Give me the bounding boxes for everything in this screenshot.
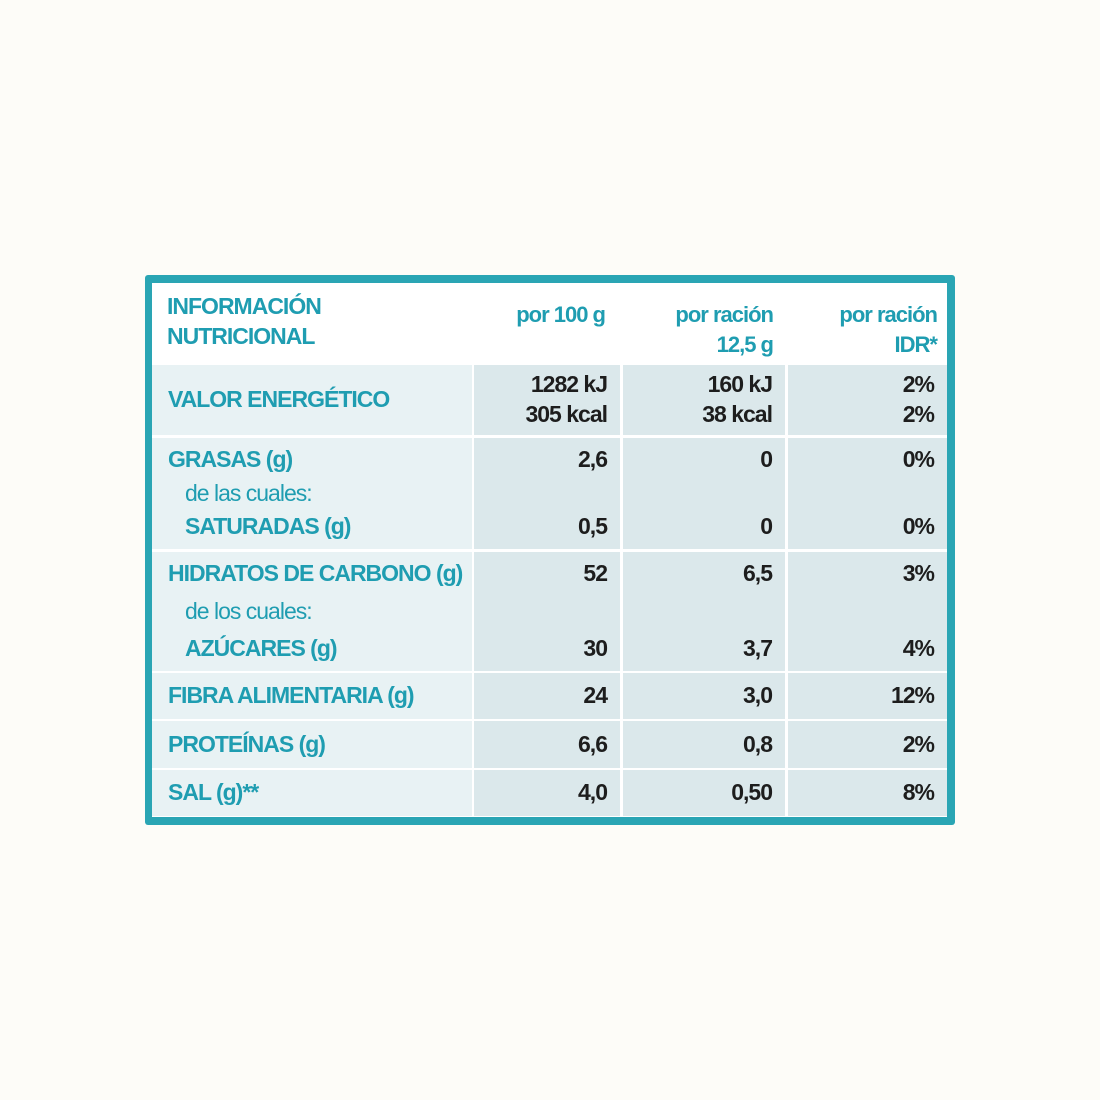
value: 0%	[902, 446, 935, 472]
label-cell: HIDRATOS DE CARBONO (g) de los cuales: AZÚ…	[152, 552, 472, 671]
value: 0	[760, 446, 773, 472]
value: 160 kJ	[707, 371, 773, 397]
row-label: HIDRATOS DE CARBONO (g)	[168, 560, 463, 586]
label-cell: FIBRA ALIMENTARIA (g)	[152, 673, 472, 719]
row-sublabel: SATURADAS (g)	[185, 513, 351, 539]
row-label: VALOR ENERGÉTICO	[168, 386, 390, 412]
value-cell: 24	[474, 673, 620, 719]
value: 1282 kJ	[530, 371, 608, 397]
column-header: por ración	[675, 302, 774, 327]
value: 4,0	[578, 779, 608, 805]
value-cell: 2,6 0,5	[474, 438, 620, 549]
row-label: PROTEÍNAS (g)	[168, 730, 326, 757]
value: 3,7	[743, 635, 773, 661]
value: 0,8	[743, 730, 773, 757]
value: 3,0	[743, 682, 773, 708]
value: 0%	[902, 513, 935, 539]
row-label: GRASAS (g)	[168, 446, 293, 472]
value: 12%	[890, 682, 935, 708]
value: 305 kcal	[525, 401, 608, 427]
value-cell: 0% 0%	[788, 438, 947, 549]
value-cell: 160 kJ 38 kcal	[623, 365, 785, 435]
value-cell: 6,5 3,7	[623, 552, 785, 671]
value: 30	[583, 635, 608, 661]
value: 4%	[902, 635, 935, 661]
row-label: SAL (g)**	[168, 779, 259, 805]
value-cell: 0,50	[623, 770, 785, 816]
value: 24	[583, 682, 608, 708]
column-header: IDR*	[894, 332, 938, 357]
value-cell: 3,0	[623, 673, 785, 719]
value: 0,5	[578, 513, 608, 539]
value: 38 kcal	[702, 401, 773, 427]
value: 0,50	[731, 779, 773, 805]
column-header: por ración	[839, 302, 938, 327]
label-cell: VALOR ENERGÉTICO	[152, 365, 472, 435]
column-header: por 100 g	[516, 302, 606, 327]
value-cell: 52 30	[474, 552, 620, 671]
header-title: NUTRICIONAL	[167, 323, 315, 349]
value-cell: 1282 kJ 305 kcal	[474, 365, 620, 435]
value: 6,5	[743, 560, 773, 586]
value: 52	[583, 560, 608, 586]
value-cell: 6,6	[474, 721, 620, 768]
label-cell: GRASAS (g) de las cuales: SATURADAS (g)	[152, 438, 472, 549]
label-cell: SAL (g)**	[152, 770, 472, 816]
row-sublabel: de los cuales:	[185, 597, 313, 624]
value: 6,6	[578, 730, 608, 757]
row-sublabel: AZÚCARES (g)	[185, 635, 338, 661]
value-cell: 2% 2%	[788, 365, 947, 435]
row-sublabel: de las cuales:	[185, 479, 313, 506]
value: 2,6	[578, 446, 608, 472]
row-label: FIBRA ALIMENTARIA (g)	[168, 682, 415, 708]
column-header: 12,5 g	[716, 332, 774, 357]
value: 2%	[902, 730, 935, 757]
label-cell: PROTEÍNAS (g)	[152, 721, 472, 768]
value-cell: 8%	[788, 770, 947, 816]
value: 0	[760, 513, 773, 539]
value-cell: 4,0	[474, 770, 620, 816]
value: 8%	[902, 779, 935, 805]
value-cell: 0,8	[623, 721, 785, 768]
value: 2%	[902, 401, 935, 427]
value-cell: 2%	[788, 721, 947, 768]
value-cell: 12%	[788, 673, 947, 719]
value: 3%	[902, 560, 935, 586]
header-title: INFORMACIÓN	[167, 293, 322, 319]
value: 2%	[902, 371, 935, 397]
value-cell: 3% 4%	[788, 552, 947, 671]
